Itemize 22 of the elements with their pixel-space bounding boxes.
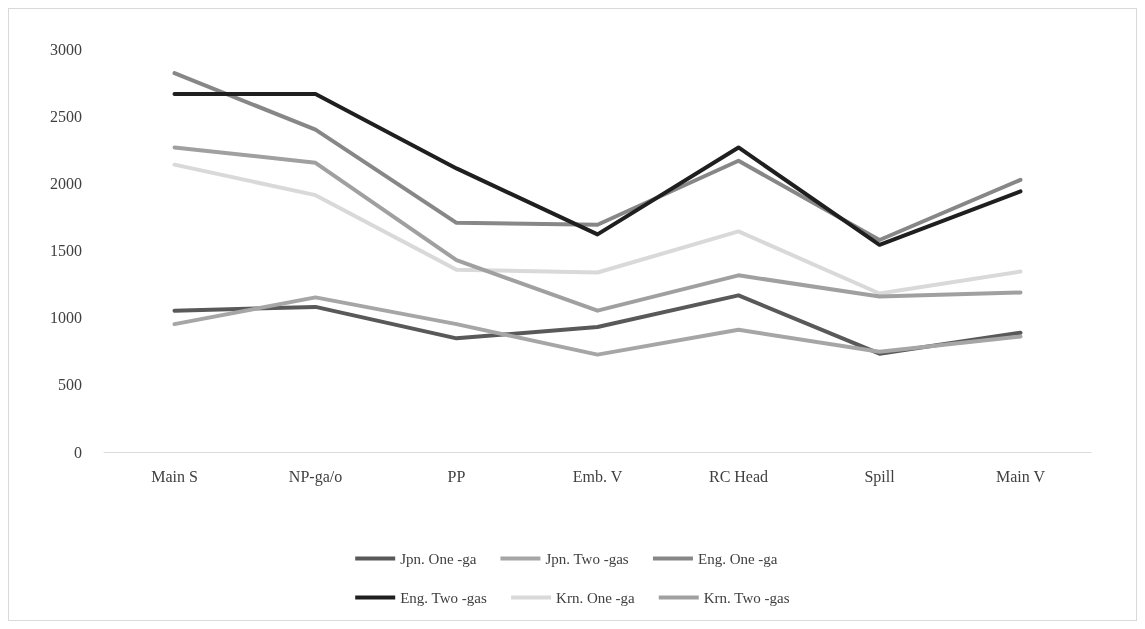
legend-label: Jpn. Two -gas [545,550,629,567]
x-tick-label: NP-ga/o [288,467,343,486]
y-tick-label: 1000 [50,309,82,327]
legend-label: Krn. Two -gas [703,589,790,606]
legend-label: Jpn. One -ga [400,550,477,567]
y-tick-label: 3000 [50,40,82,58]
legend-label: Krn. One -ga [556,589,636,606]
x-tick-label: Spill [864,467,896,486]
y-tick-label: 2500 [50,107,82,125]
y-tick-label: 500 [58,376,82,394]
x-tick-label: Main S [151,467,198,485]
x-tick-label: PP [447,467,466,485]
y-tick-label: 2000 [50,174,82,192]
legend-label: Eng. Two -gas [400,589,487,606]
line-series [172,145,1023,313]
y-tick-label: 1500 [50,242,82,259]
legend-label: Eng. One -ga [697,550,778,567]
x-tick-label: Emb. V [572,467,623,485]
x-tick-label: Main V [995,467,1046,485]
line-series [172,162,1023,296]
y-tick-label: 0 [74,443,82,461]
x-tick-label: RC Head [708,467,769,485]
